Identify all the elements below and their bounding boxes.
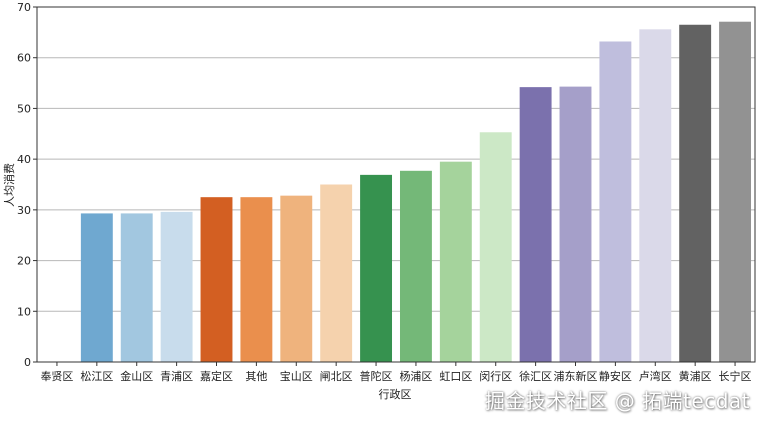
bar bbox=[320, 184, 353, 362]
y-tick-label: 10 bbox=[17, 305, 31, 318]
y-axis-ticks: 0 10 20 30 40 50 60 70 bbox=[17, 1, 37, 369]
y-tick-label: 70 bbox=[17, 1, 31, 14]
x-tick-label: 闸北区 bbox=[320, 370, 353, 383]
bar bbox=[80, 213, 113, 362]
bar bbox=[200, 197, 233, 362]
bar bbox=[599, 41, 632, 362]
y-axis-label: 人均消费 bbox=[2, 163, 16, 207]
gridlines bbox=[37, 57, 755, 312]
x-tick-label: 奉贤区 bbox=[40, 369, 73, 383]
bar bbox=[360, 174, 393, 362]
bar bbox=[679, 24, 712, 362]
x-axis-ticks: 奉贤区 松江区 金山区 青浦区 嘉定区 其他 宝山区 闸北区 普陀区 杨浦区 虹口区 闵行区 徐汇区 浦东… bbox=[40, 362, 752, 383]
x-tick-label: 松江区 bbox=[80, 369, 113, 383]
x-tick-label: 黄浦区 bbox=[679, 369, 712, 383]
y-tick-label: 20 bbox=[17, 255, 31, 268]
bar bbox=[439, 161, 472, 362]
y-tick-label: 60 bbox=[17, 52, 31, 65]
watermark: 掘金技术社区 @ 拓端tecdat bbox=[484, 389, 750, 413]
y-tick-label: 0 bbox=[24, 356, 31, 369]
x-tick-label: 宝山区 bbox=[280, 369, 313, 383]
x-tick-label: 静安区 bbox=[599, 369, 632, 383]
bar bbox=[519, 87, 552, 362]
x-tick-label: 杨浦区 bbox=[399, 369, 432, 383]
x-tick-label: 徐汇区 bbox=[519, 369, 552, 383]
plot-frame bbox=[36, 6, 756, 363]
x-tick-label: 长宁区 bbox=[719, 369, 752, 383]
bars bbox=[80, 21, 752, 363]
x-tick-label: 卢湾区 bbox=[639, 369, 672, 383]
x-tick-label: 闵行区 bbox=[479, 369, 512, 383]
bar bbox=[479, 132, 512, 362]
bar bbox=[399, 170, 432, 362]
bar bbox=[280, 195, 313, 362]
y-tick-label: 30 bbox=[17, 204, 31, 217]
bar bbox=[120, 213, 153, 362]
x-axis-label: 行政区 bbox=[379, 387, 412, 401]
x-tick-label: 普陀区 bbox=[360, 369, 393, 383]
bar bbox=[639, 29, 672, 363]
x-tick-label: 虹口区 bbox=[439, 370, 472, 383]
x-tick-label: 青浦区 bbox=[160, 370, 193, 383]
y-tick-label: 50 bbox=[17, 102, 31, 115]
x-tick-label: 嘉定区 bbox=[200, 369, 233, 383]
x-tick-label: 其他 bbox=[245, 370, 267, 383]
x-tick-label: 金山区 bbox=[120, 369, 153, 383]
y-tick-label: 40 bbox=[17, 153, 31, 166]
bar bbox=[559, 86, 592, 362]
bar bbox=[719, 21, 752, 362]
bar bbox=[240, 197, 273, 362]
x-tick-label: 浦东新区 bbox=[554, 369, 598, 383]
bar bbox=[160, 211, 193, 362]
